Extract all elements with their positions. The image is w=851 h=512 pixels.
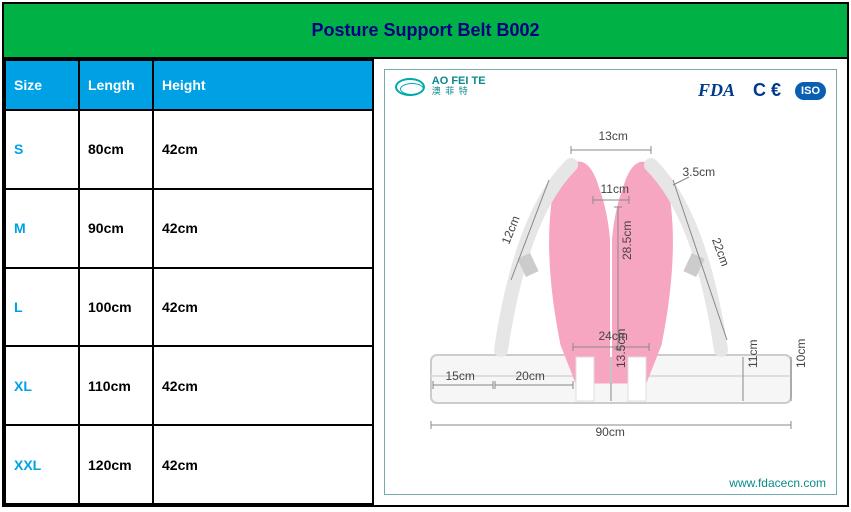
cell-height: 42cm <box>153 425 373 504</box>
product-drawing: 13cm 11cm 3.5cm 12cm 22cm 28.5cm 24cm 15… <box>421 125 801 455</box>
brand-logo-icon <box>395 78 425 96</box>
dim-strap-thickness: 3.5cm <box>683 165 716 179</box>
col-header-height: Height <box>153 60 373 110</box>
dim-belt-total: 90cm <box>596 425 625 439</box>
ce-badge: C € <box>749 78 785 103</box>
product-spec-card: Posture Support Belt B002 Size Length He… <box>2 2 849 507</box>
size-table: Size Length Height S 80cm 42cm M 90cm 42… <box>4 59 374 505</box>
table-row: S 80cm 42cm <box>5 110 373 189</box>
dim-belt-right-inner: 11cm <box>746 340 760 368</box>
cell-length: 90cm <box>79 189 153 268</box>
dim-top-width: 13cm <box>599 129 628 143</box>
cell-length: 120cm <box>79 425 153 504</box>
page-title: Posture Support Belt B002 <box>311 20 539 40</box>
brand-name-cn: 澳 菲 特 <box>432 86 469 96</box>
cell-height: 42cm <box>153 189 373 268</box>
table-row: M 90cm 42cm <box>5 189 373 268</box>
table-header-row: Size Length Height <box>5 60 373 110</box>
dim-belt-mid: 20cm <box>516 369 545 383</box>
cell-size: S <box>5 110 79 189</box>
brand-logo: AO FEI TE 澳 菲 特 <box>395 76 486 97</box>
website-url: www.fdacecn.com <box>729 476 826 490</box>
dim-belt-right-edge: 10cm <box>794 339 808 368</box>
col-header-size: Size <box>5 60 79 110</box>
cell-size: L <box>5 268 79 347</box>
cell-size: M <box>5 189 79 268</box>
cell-size: XL <box>5 346 79 425</box>
dim-back-height: 28.5cm <box>620 221 634 260</box>
dim-neck-opening: 11cm <box>601 182 629 196</box>
fda-badge: FDA <box>694 78 739 103</box>
cell-size: XXL <box>5 425 79 504</box>
product-svg <box>421 125 801 455</box>
title-bar: Posture Support Belt B002 <box>4 4 847 59</box>
diagram-panel: AO FEI TE 澳 菲 特 FDA C € ISO <box>374 59 847 505</box>
cell-length: 110cm <box>79 346 153 425</box>
table-row: L 100cm 42cm <box>5 268 373 347</box>
cell-length: 100cm <box>79 268 153 347</box>
dim-belt-left: 15cm <box>446 369 475 383</box>
cell-height: 42cm <box>153 110 373 189</box>
cell-length: 80cm <box>79 110 153 189</box>
table-row: XXL 120cm 42cm <box>5 425 373 504</box>
cell-height: 42cm <box>153 346 373 425</box>
cell-height: 42cm <box>153 268 373 347</box>
content-row: Size Length Height S 80cm 42cm M 90cm 42… <box>4 59 847 505</box>
cert-badges: FDA C € ISO <box>694 78 826 103</box>
table-row: XL 110cm 42cm <box>5 346 373 425</box>
iso-badge: ISO <box>795 82 826 100</box>
size-table-wrap: Size Length Height S 80cm 42cm M 90cm 42… <box>4 59 374 505</box>
diagram-inner: AO FEI TE 澳 菲 特 FDA C € ISO <box>384 69 837 495</box>
col-header-length: Length <box>79 60 153 110</box>
dim-belt-center-h: 13.5cm <box>614 329 628 368</box>
